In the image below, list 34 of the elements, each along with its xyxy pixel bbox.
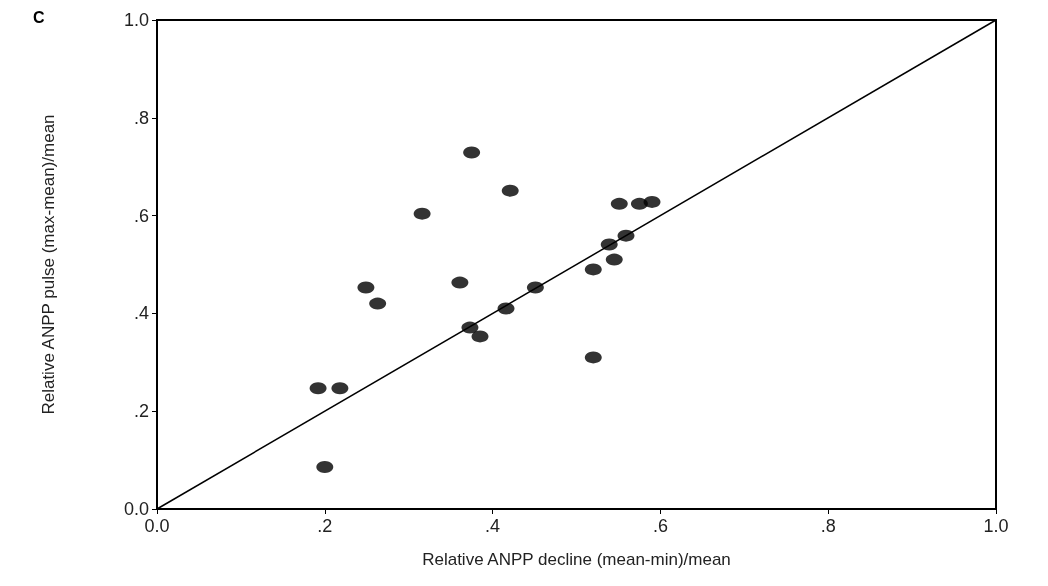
point <box>451 276 469 289</box>
point <box>357 281 375 294</box>
y-tick-label: 1.0 <box>123 10 149 30</box>
x-tick-label: .2 <box>317 516 333 536</box>
point <box>600 238 618 251</box>
x-tick-label: .6 <box>652 516 668 536</box>
x-tick-label: .8 <box>820 516 836 536</box>
point <box>463 146 481 159</box>
point <box>369 297 387 310</box>
point <box>584 263 602 276</box>
point <box>501 184 519 197</box>
y-tick-label: .8 <box>133 107 149 128</box>
point <box>461 321 479 334</box>
x-tick-label: 1.0 <box>983 516 1009 536</box>
y-axis-title: Relative ANPP pulse (max-mean)/mean <box>39 114 58 415</box>
point <box>413 207 431 220</box>
point <box>584 351 602 364</box>
y-tick-label: .4 <box>133 303 149 324</box>
x-tick-label: .4 <box>485 516 501 536</box>
point <box>526 281 544 294</box>
x-axis-title: Relative ANPP decline (mean-min)/mean <box>422 550 731 569</box>
point <box>610 197 628 210</box>
y-tick-label: 0.0 <box>123 499 149 519</box>
y-tick-label: .2 <box>133 401 149 422</box>
point <box>309 382 327 395</box>
point <box>497 302 515 315</box>
point <box>605 253 623 266</box>
point <box>316 460 334 473</box>
point <box>617 229 635 242</box>
point <box>643 195 661 208</box>
y-tick-label: .6 <box>133 205 149 226</box>
chart-title: C <box>33 8 45 26</box>
point <box>471 330 489 343</box>
point <box>331 382 349 395</box>
